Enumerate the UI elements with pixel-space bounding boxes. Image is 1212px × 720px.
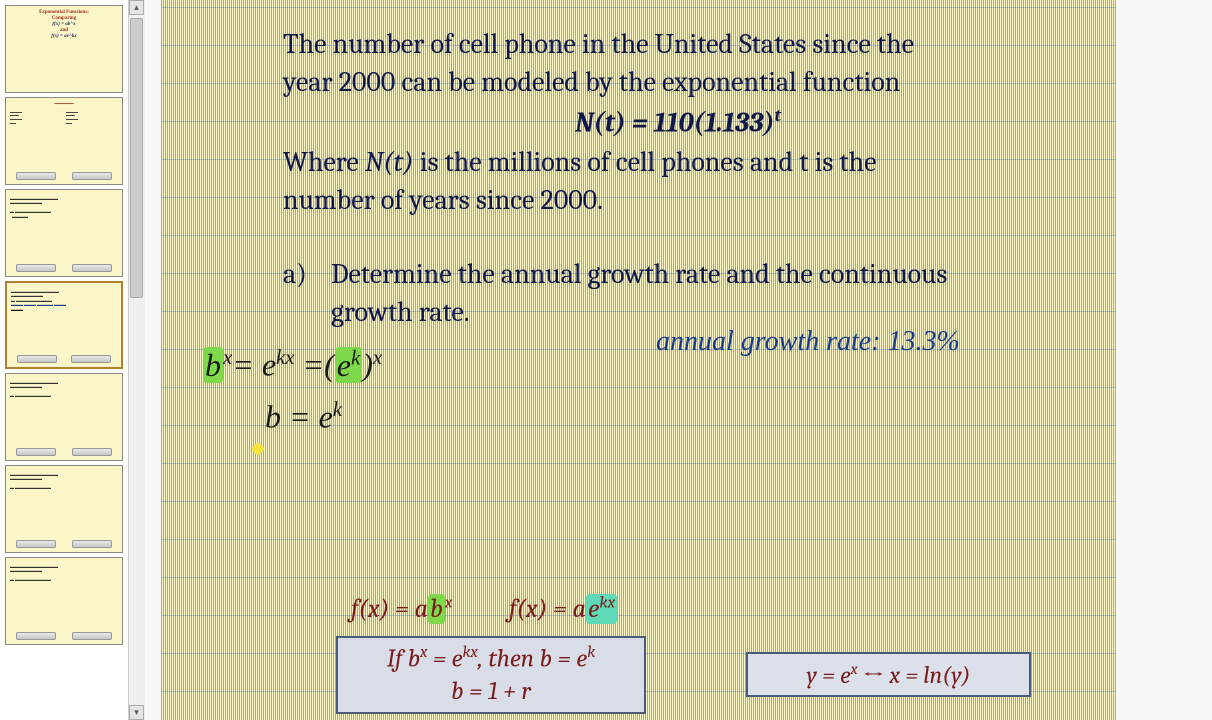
question-a: a)Determine the annual growth rate and t…	[283, 256, 1083, 332]
thumbnail-3[interactable]: ▬▬▬▬▬▬▬▬▬▬▬▬▬▬▬▬▬▬▬▬▬ ▬▬▬▬▬▬▬▬▬ ▬▬▬▬	[5, 189, 123, 277]
inverse-box: y = ex ↔ x = ln(y)	[746, 652, 1031, 697]
formula-abx: f(x) = abx	[351, 592, 452, 627]
scrollbar-thumb[interactable]	[130, 18, 143, 298]
p1-line1: The number of cell phone in the United S…	[283, 28, 914, 60]
identity-box: If bx = ekx, then b = ek b = 1 + r	[336, 636, 646, 714]
thumbnail-6[interactable]: ▬▬▬▬▬▬▬▬▬▬▬▬▬▬▬▬▬▬▬▬▬ ▬▬▬▬▬▬▬▬▬	[5, 465, 123, 553]
hand-annual-growth: annual growth rate: 13.3%	[656, 326, 960, 358]
scroll-up-icon[interactable]: ▴	[129, 0, 144, 15]
thumbnail-sidebar: Exponential Functions: Comparing f(x) = …	[0, 0, 145, 720]
p1-line3b: is the millions of cell phones and t is …	[414, 146, 877, 178]
thumbnail-1[interactable]: Exponential Functions: Comparing f(x) = …	[5, 5, 123, 93]
qa-label: a)	[283, 256, 331, 294]
qa-text2: growth rate.	[331, 296, 470, 328]
p1-line2: year 2000 can be modeled by the exponent…	[283, 66, 900, 98]
slide-canvas: The number of cell phone in the United S…	[161, 0, 1116, 720]
qa-text1: Determine the annual growth rate and the…	[331, 258, 947, 290]
sidebar-scrollbar[interactable]: ▴ ▾	[128, 0, 145, 720]
thumb-title: Exponential Functions: Comparing f(x) = …	[10, 10, 118, 40]
p1-line3a: Where	[283, 146, 365, 178]
thumbnail-2[interactable]: ━━━━━━━━ ▬▬▬▬▬▬▬▬▬▬▬▬▬ ▬▬▬▬▬▬▬▬▬▬▬▬▬	[5, 97, 123, 185]
thumbnail-7[interactable]: ▬▬▬▬▬▬▬▬▬▬▬▬▬▬▬▬▬▬▬▬▬ ▬▬▬▬▬▬▬▬▬	[5, 557, 123, 645]
hand-eq2: b = ek	[265, 398, 342, 436]
hand-eq1: bx= ekx =(ek)x	[203, 346, 382, 384]
p1-line4: number of years since 2000.	[283, 184, 603, 216]
model-equation: N(t) = 110(1.133)t	[283, 104, 1073, 142]
problem-statement: The number of cell phone in the United S…	[283, 26, 1073, 219]
thumbnail-4-current[interactable]: ▬▬▬▬▬▬▬▬▬▬▬▬▬▬▬▬▬▬▬▬▬ ▬▬▬▬▬▬▬▬▬▬▬▬ ▬▬▬ ▬…	[5, 281, 123, 369]
cursor-marker-icon	[251, 442, 265, 456]
thumbnail-list: Exponential Functions: Comparing f(x) = …	[0, 0, 128, 720]
main-slide-area: The number of cell phone in the United S…	[145, 0, 1212, 720]
thumbnail-5[interactable]: ▬▬▬▬▬▬▬▬▬▬▬▬▬▬▬▬▬▬▬▬▬ ▬▬▬▬▬▬▬▬▬	[5, 373, 123, 461]
formula-aekx: f(x) = aekx	[509, 592, 617, 627]
scroll-down-icon[interactable]: ▾	[129, 705, 144, 720]
